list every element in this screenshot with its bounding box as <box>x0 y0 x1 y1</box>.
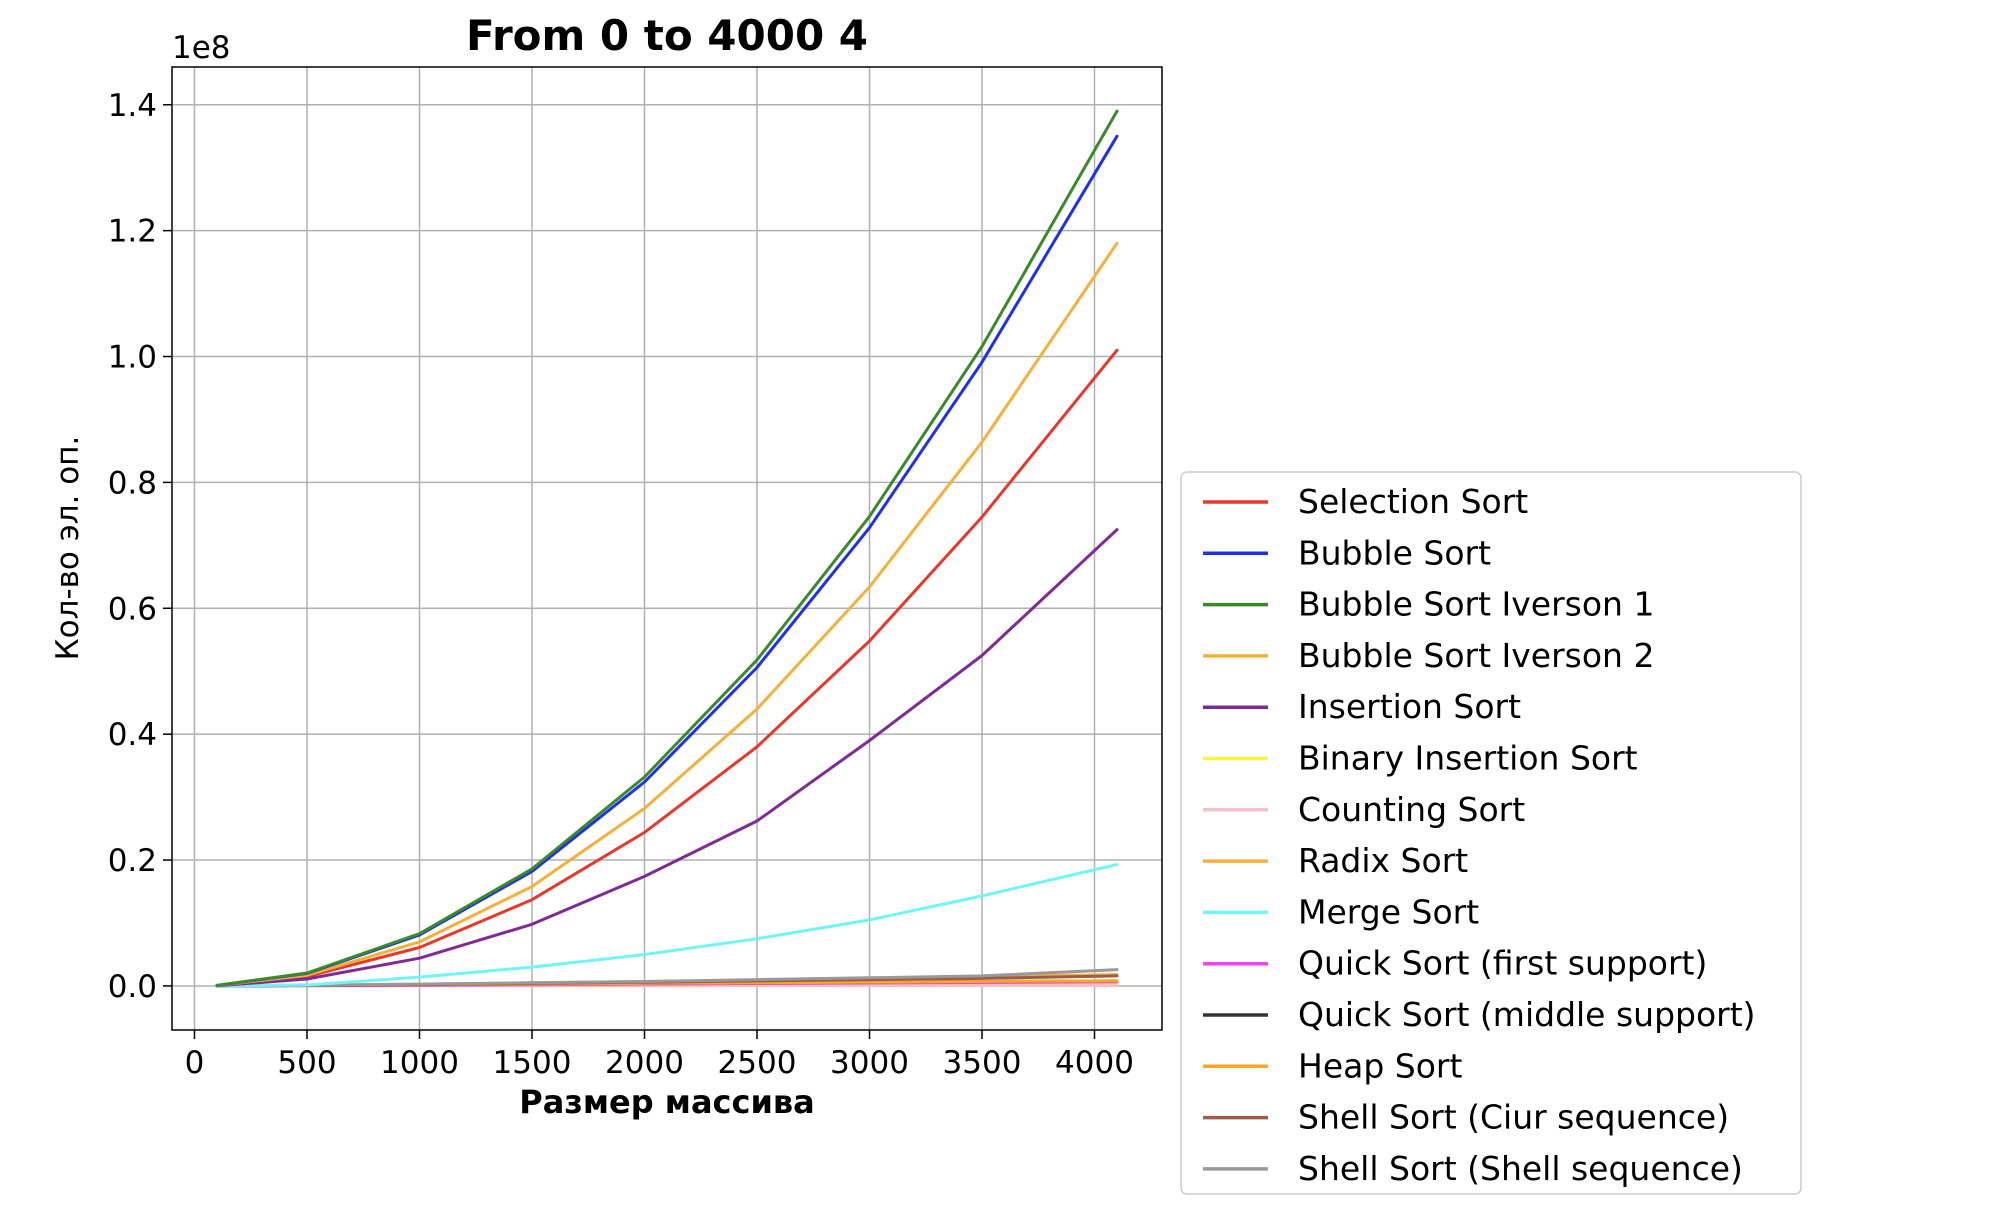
legend-label: Quick Sort (first support) <box>1298 944 1707 983</box>
series-line-selection-sort <box>215 348 1119 988</box>
y-tick-label: 0.4 <box>108 717 157 753</box>
y-tick-label: 1.2 <box>108 214 157 250</box>
x-tick-label: 3000 <box>830 1045 909 1081</box>
x-tick-label: 2500 <box>718 1045 797 1081</box>
y-tick-label: 1.0 <box>108 340 157 376</box>
x-tick-label: 1000 <box>380 1045 459 1081</box>
x-tick-label: 500 <box>277 1045 336 1081</box>
y-tick-label: 0.6 <box>108 591 157 627</box>
legend-label: Shell Sort (Ciur sequence) <box>1298 1098 1729 1137</box>
y-tick-label: 1.4 <box>108 88 157 124</box>
series-line-shell-sort-shell-sequence <box>215 968 1119 988</box>
x-tick-label: 3500 <box>943 1045 1022 1081</box>
series-line-bubble-sort-iverson-1 <box>215 109 1119 987</box>
legend-label: Radix Sort <box>1298 841 1468 880</box>
legend-label: Merge Sort <box>1298 892 1479 931</box>
legend-label: Heap Sort <box>1298 1046 1462 1085</box>
series-lines <box>215 109 1119 988</box>
x-tick-label: 2000 <box>605 1045 684 1081</box>
y-offset-label: 1e8 <box>172 30 231 66</box>
legend-label: Bubble Sort <box>1298 533 1491 572</box>
x-axis-label: Размер массива <box>519 1083 815 1121</box>
y-tick-label: 0.0 <box>108 969 157 1005</box>
chart-title: From 0 to 4000 4 <box>466 11 868 60</box>
plot-frame <box>171 66 1163 1031</box>
legend-label: Shell Sort (Shell sequence) <box>1298 1149 1743 1188</box>
legend-label: Quick Sort (middle support) <box>1298 995 1756 1034</box>
x-tick-label: 0 <box>185 1045 205 1081</box>
axis-ticks: 0 500 1000 1500 2000 2500 3000 3500 4000 0.0 0.2 0.… <box>108 88 1134 1081</box>
legend-frame <box>1180 471 1802 1195</box>
series-line-insertion-sort <box>215 528 1119 988</box>
legend: Selection Sort Bubble Sort Bubble Sort Ive… <box>1180 471 1802 1195</box>
legend-label: Bubble Sort Iverson 2 <box>1298 636 1654 675</box>
series-line-merge-sort <box>215 863 1119 988</box>
legend-label: Counting Sort <box>1298 790 1525 829</box>
legend-label: Insertion Sort <box>1298 687 1521 726</box>
y-tick-label: 0.2 <box>108 843 157 879</box>
y-axis-label: Кол-во эл. оп. <box>50 436 86 661</box>
x-tick-label: 4000 <box>1055 1045 1134 1081</box>
legend-label: Selection Sort <box>1298 482 1528 521</box>
series-line-bubble-sort-iverson-2 <box>215 241 1119 987</box>
legend-label: Bubble Sort Iverson 1 <box>1298 585 1654 624</box>
y-tick-label: 0.8 <box>108 465 157 501</box>
x-tick-label: 1500 <box>493 1045 572 1081</box>
legend-label: Binary Insertion Sort <box>1298 739 1638 778</box>
